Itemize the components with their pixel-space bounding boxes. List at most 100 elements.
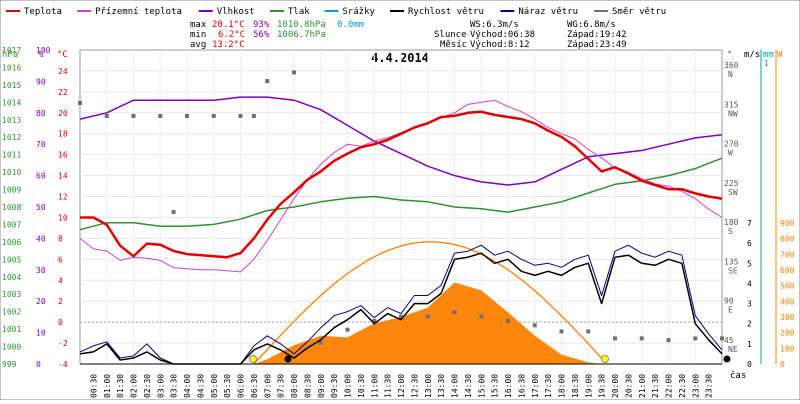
x-tick-22: 11:30 (384, 374, 393, 398)
hpa-tick-0: 999 (2, 360, 17, 369)
mm-tick-0: 1 (764, 59, 769, 68)
cel-tick-13: 22 (58, 88, 68, 97)
axis-percent: 0 10 20 30 40 50 60 70 80 90 100 (36, 46, 51, 369)
dir-label-6: NW (728, 109, 738, 118)
stat-avg-label: avg (190, 40, 206, 50)
dir-label-2: SE (728, 266, 738, 275)
axis-title-mm: mm (763, 50, 774, 60)
x-tick-20: 10:30 (357, 374, 366, 398)
stat-max-label: max (190, 20, 207, 30)
w-tick-8: 800 (780, 235, 795, 244)
hpa-tick-3: 1002 (2, 308, 21, 317)
ms-tick-5: 5 (747, 259, 752, 268)
pct-tick-10: 100 (36, 46, 51, 55)
dir-point-2 (131, 113, 136, 118)
x-tick-24: 12:30 (410, 374, 419, 398)
info-block: WS:6.3m/s WG:6.8m/s Slunce Východ:06:38 … (434, 20, 627, 50)
x-tick-17: 09:00 (317, 374, 326, 398)
x-tick-8: 04:30 (196, 374, 205, 398)
x-tick-46: 23:30 (705, 374, 714, 398)
x-tick-31: 16:00 (504, 374, 513, 398)
dir-point-15 (425, 314, 430, 319)
dir-tick-5: 270 (724, 140, 739, 149)
cel-tick-12: 20 (58, 109, 68, 118)
dir-tick-2: 135 (724, 257, 739, 266)
hpa-tick-10: 1009 (2, 186, 21, 195)
dir-point-1 (104, 113, 109, 118)
hpa-tick-16: 1015 (2, 81, 21, 90)
moon-rise: Východ:8:12 (470, 40, 530, 50)
dir-label-7: N (728, 70, 733, 79)
axis-title-w: W (777, 50, 783, 60)
x-tick-43: 22:00 (665, 374, 674, 398)
ms-tick-4: 4 (747, 279, 752, 288)
dir-point-4 (171, 209, 176, 214)
x-tick-2: 01:30 (116, 374, 125, 398)
x-tick-10: 05:30 (223, 374, 232, 398)
w-tick-5: 500 (780, 282, 795, 291)
series-temperature (80, 110, 723, 259)
cel-tick-1: -2 (58, 339, 68, 348)
w-tick-2: 200 (780, 329, 795, 338)
x-tick-23: 12:00 (397, 374, 406, 398)
axis-ms: 0 1 2 3 4 5 6 7 (747, 219, 752, 369)
x-tick-15: 08:00 (290, 374, 299, 398)
sunrise-marker (249, 355, 257, 363)
pct-tick-5: 50 (36, 203, 46, 212)
dir-point-7 (238, 113, 243, 118)
hpa-tick-14: 1013 (2, 116, 21, 125)
legend-label-4: Srážky (342, 7, 375, 17)
hpa-tick-1: 1000 (2, 343, 21, 352)
dir-point-18 (506, 318, 510, 323)
sunset-marker (601, 355, 609, 363)
legend-label-6: Náraz větru (518, 7, 578, 17)
pct-tick-6: 60 (36, 172, 46, 181)
dir-tick-1: 90 (724, 297, 734, 306)
hpa-tick-6: 1005 (2, 255, 21, 264)
legend-label-7: Směr větru (612, 7, 666, 17)
legend-label-2: Vlhkost (217, 7, 255, 17)
x-tick-32: 16:30 (517, 374, 526, 398)
dir-point-8 (251, 113, 256, 118)
x-tick-35: 18:00 (558, 374, 567, 398)
hpa-tick-2: 1001 (2, 325, 21, 334)
dir-point-10 (292, 70, 296, 75)
x-tick-11: 06:00 (237, 374, 246, 398)
legend: Teplota Přízemní teplota Vlhkost Tlak Srážky… (6, 7, 666, 17)
pct-tick-2: 20 (36, 297, 46, 306)
hpa-tick-4: 1003 (2, 290, 21, 299)
series-layer (78, 70, 724, 365)
x-tick-3: 02:00 (130, 374, 139, 398)
axis-title-hpa: hPa (2, 50, 18, 60)
hpa-tick-9: 1008 (2, 203, 21, 212)
ms-tick-7: 7 (747, 219, 752, 228)
dir-tick-0: 45 (724, 336, 734, 345)
ms-tick-1: 1 (747, 340, 752, 349)
axis-title-percent: % (38, 50, 44, 60)
dir-point-17 (479, 314, 484, 319)
hpa-tick-11: 1010 (2, 168, 21, 177)
x-tick-41: 21:00 (638, 374, 647, 398)
x-tick-19: 10:00 (344, 374, 353, 398)
cel-tick-0: -4 (58, 360, 68, 369)
x-tick-26: 13:30 (437, 374, 446, 398)
ms-tick-0: 0 (747, 360, 752, 369)
dir-label-4: SW (728, 188, 738, 197)
stat-min-press: 1006.7hPa (277, 30, 326, 40)
dir-point-19 (532, 323, 537, 328)
x-tick-29: 15:00 (477, 374, 486, 398)
x-tick-28: 14:30 (464, 374, 473, 398)
w-tick-1: 100 (780, 344, 795, 353)
x-tick-9: 05:00 (210, 374, 219, 398)
axis-mm: 1 (760, 50, 769, 364)
dir-tick-6: 315 (724, 100, 739, 109)
x-tick-27: 14:00 (451, 374, 460, 398)
pct-tick-9: 90 (36, 77, 46, 86)
moonrise-marker (284, 355, 292, 363)
legend-label-1: Přízemní teplota (95, 7, 182, 17)
x-tick-16: 08:30 (303, 374, 312, 398)
moon-label: Měsíc (440, 40, 467, 50)
axis-title-direction: ° (727, 50, 732, 60)
